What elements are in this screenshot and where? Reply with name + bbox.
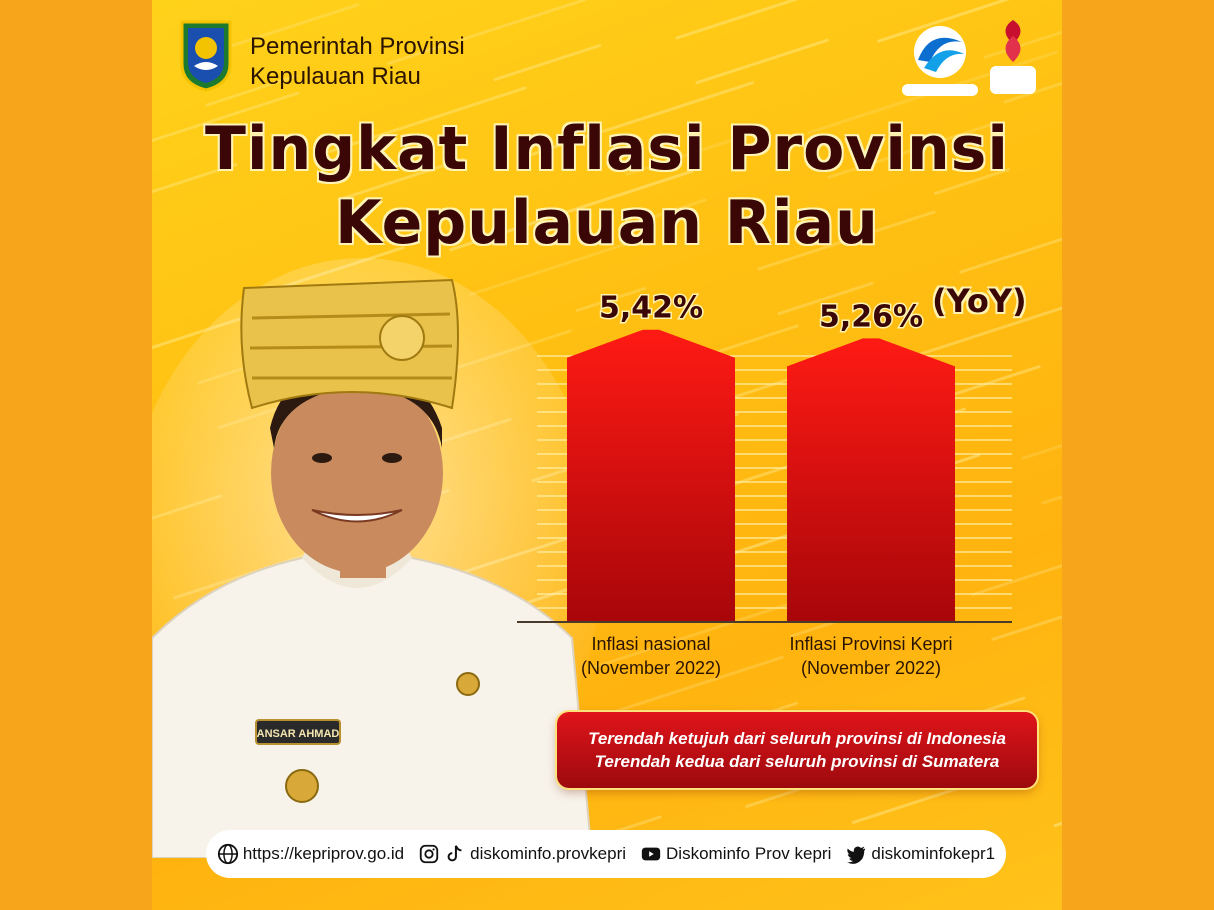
background-streak	[675, 0, 891, 40]
governor-portrait: ANSAR AHMAD	[152, 258, 602, 858]
org-line-2: Kepulauan Riau	[250, 63, 421, 90]
chart-category-labels: Inflasi nasional (November 2022) Inflasi P…	[581, 634, 953, 678]
instagram-icon	[419, 844, 439, 864]
background-streak	[1053, 779, 1062, 828]
category-label-2-line-2: (November 2022)	[801, 658, 941, 678]
inflation-bar-chart: 5,42% 5,26% Inflasi nasional (November 202…	[517, 290, 1012, 678]
kepri-coat-of-arms-icon	[180, 20, 232, 92]
twitter-icon	[847, 846, 866, 864]
yoy-label: (YoY)	[932, 282, 1027, 320]
badge-line-1: Terendah ketujuh dari seluruh provinsi d…	[588, 729, 1006, 748]
youtube-link[interactable]: Diskominfo Prov kepri	[640, 843, 831, 865]
title-line-1: Tingkat Inflasi Provinsi	[205, 114, 1009, 184]
youtube-icon	[641, 847, 661, 861]
poster: Pemerintah Provinsi Kepulauan Riau Tingk…	[152, 0, 1062, 910]
instagram-text: diskominfo.provkepri	[470, 844, 627, 863]
background-streak	[1040, 448, 1062, 505]
data-label-2: 5,26%	[819, 299, 923, 334]
background-streak	[493, 43, 602, 82]
background-streak	[851, 784, 966, 825]
social-footer: https://kepriprov.go.id diskominfo.provk…	[206, 830, 1006, 878]
youtube-text: Diskominfo Prov kepri	[666, 844, 832, 863]
bar-2	[787, 338, 955, 622]
twitter-link[interactable]: diskominfokepr1	[845, 843, 995, 865]
bar-1	[567, 329, 735, 622]
chart-bars	[567, 329, 955, 622]
background-streak	[694, 38, 830, 85]
website-text: https://kepriprov.go.id	[242, 844, 405, 863]
tiktok-icon	[447, 845, 462, 862]
title-line-2: Kepulauan Riau	[335, 188, 879, 258]
twitter-text: diskominfokepr1	[871, 844, 996, 863]
diskominfo-kepri-logo	[902, 26, 978, 96]
background-streak	[1020, 376, 1062, 461]
name-tag: ANSAR AHMAD	[257, 728, 340, 740]
ranking-badge: Terendah ketujuh dari seluruh provinsi d…	[557, 712, 1037, 788]
g20-indonesia-2022-logo	[990, 20, 1036, 94]
category-label-1-line-2: (November 2022)	[581, 658, 721, 678]
category-label-1-line-1: Inflasi nasional	[591, 634, 710, 654]
website-link[interactable]: https://kepriprov.go.id	[217, 843, 404, 865]
chart-data-labels: 5,42% 5,26%	[597, 290, 924, 336]
category-label-2-line-1: Inflasi Provinsi Kepri	[789, 634, 952, 654]
org-line-1: Pemerintah Provinsi	[250, 33, 465, 60]
badge-line-2: Terendah kedua dari seluruh provinsi di …	[594, 752, 1000, 771]
data-label-1: 5,42%	[599, 291, 703, 326]
globe-icon	[217, 843, 238, 865]
instagram-link[interactable]: diskominfo.provkepri	[418, 843, 626, 865]
government-name: Pemerintah Provinsi Kepulauan Riau	[250, 32, 465, 92]
page-title: Tingkat Inflasi Provinsi Kepulauan Riau	[152, 112, 1062, 260]
